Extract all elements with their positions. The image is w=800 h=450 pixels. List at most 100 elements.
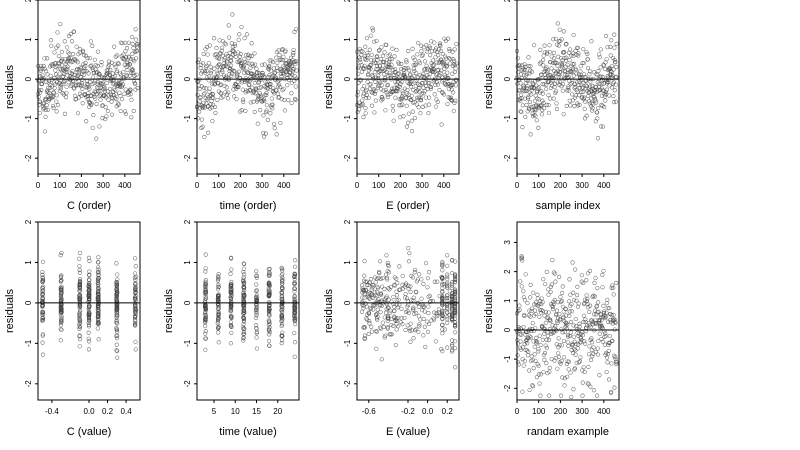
data-point	[532, 344, 537, 349]
data-point	[438, 43, 443, 48]
data-point	[120, 40, 125, 46]
data-point	[214, 45, 219, 51]
data-point	[522, 313, 527, 319]
data-point	[359, 63, 364, 68]
data-point	[77, 250, 83, 256]
data-point	[128, 92, 133, 97]
data-point	[613, 82, 618, 87]
data-point	[425, 86, 430, 92]
data-point	[122, 109, 128, 114]
data-point	[236, 50, 241, 55]
data-point	[410, 100, 416, 105]
data-point	[53, 60, 58, 65]
data-point	[608, 53, 613, 58]
data-point	[203, 278, 208, 283]
data-point	[393, 343, 398, 348]
data-point	[404, 58, 409, 63]
data-point	[372, 91, 378, 96]
data-point	[574, 298, 579, 303]
data-point	[83, 60, 88, 65]
data-point	[200, 124, 205, 129]
data-point	[98, 92, 103, 97]
data-point	[375, 294, 380, 299]
data-point	[382, 335, 387, 340]
data-point	[387, 52, 393, 57]
data-point	[555, 300, 560, 305]
data-point	[384, 42, 389, 48]
data-point	[440, 281, 445, 286]
data-point	[548, 319, 553, 324]
data-point	[379, 45, 384, 50]
data-point	[523, 88, 528, 93]
data-point	[360, 49, 365, 54]
data-point	[51, 94, 56, 100]
data-point	[93, 67, 98, 72]
data-point	[216, 271, 221, 277]
data-point	[585, 381, 590, 386]
data-point	[271, 66, 276, 71]
data-point	[77, 280, 83, 286]
data-point	[45, 107, 51, 112]
data-point	[445, 345, 450, 350]
data-point	[292, 312, 297, 318]
data-point	[229, 290, 234, 295]
data-point	[589, 100, 594, 106]
data-point	[566, 359, 571, 364]
data-point	[568, 82, 573, 87]
data-point	[405, 66, 410, 71]
data-point	[62, 39, 67, 44]
data-point	[362, 291, 367, 296]
data-point	[204, 68, 209, 74]
data-point	[56, 53, 61, 59]
data-point	[521, 363, 526, 368]
data-point	[419, 49, 424, 54]
data-point	[547, 365, 552, 370]
x-tick-label: 0	[36, 181, 41, 190]
y-tick-label: 1	[183, 260, 192, 265]
data-point	[610, 283, 615, 288]
data-point	[40, 316, 45, 321]
data-point	[201, 100, 206, 105]
x-tick-label: 0	[355, 181, 360, 190]
data-point	[111, 78, 116, 83]
data-point	[96, 260, 101, 265]
data-point	[96, 320, 101, 325]
x-axis-label: C (value)	[67, 426, 112, 438]
data-point	[264, 90, 269, 96]
data-point	[552, 271, 558, 276]
data-point	[238, 51, 243, 57]
data-point	[40, 291, 45, 296]
data-point	[453, 365, 458, 370]
data-point	[593, 98, 598, 103]
data-point	[241, 338, 246, 343]
data-point	[254, 88, 259, 93]
data-point	[40, 333, 45, 338]
data-point	[573, 67, 579, 73]
data-point	[597, 81, 602, 86]
data-point	[614, 280, 619, 286]
data-point	[61, 81, 66, 86]
data-point	[392, 54, 397, 59]
data-point	[611, 67, 616, 72]
data-point	[40, 291, 45, 297]
data-point	[388, 65, 393, 70]
data-point	[81, 52, 87, 58]
data-point	[534, 103, 539, 108]
data-point	[367, 65, 372, 70]
data-point	[599, 323, 605, 329]
data-point	[385, 325, 390, 330]
data-point	[444, 64, 449, 69]
data-point	[97, 72, 102, 77]
data-point	[590, 322, 595, 327]
data-point	[114, 281, 119, 286]
data-point	[445, 317, 450, 322]
data-point	[86, 71, 91, 76]
data-point	[548, 284, 553, 289]
data-point	[224, 85, 229, 90]
data-point	[389, 57, 395, 62]
data-point	[268, 81, 273, 87]
data-point	[570, 62, 575, 67]
data-point	[267, 288, 272, 293]
data-point	[582, 95, 587, 100]
data-point	[96, 286, 101, 291]
